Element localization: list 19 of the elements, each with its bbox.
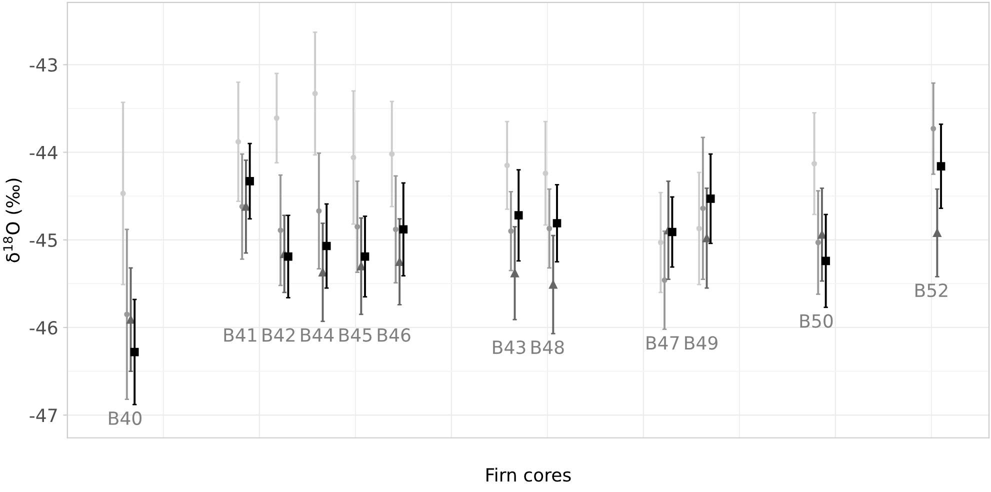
annotation: B43 (493, 340, 526, 354)
annotation: B44 (301, 328, 334, 342)
annotation: B46 (378, 328, 410, 342)
x-axis-title: Firn cores (486, 468, 571, 482)
annotation: B48 (531, 340, 564, 354)
annotation: B47 (646, 336, 679, 350)
y-tick-label: -46 (30, 320, 58, 335)
y-tick-label: -43 (30, 58, 57, 72)
y-tick-label: -45 (30, 234, 57, 247)
annotation: B52 (916, 284, 948, 298)
annotation: B41 (224, 328, 256, 342)
annotation: B49 (685, 336, 718, 350)
y-tick-label: -47 (30, 408, 57, 422)
y-tick-label: -44 (30, 146, 58, 160)
y-axis-title: δ$^{18}$O (‰) (3, 178, 22, 262)
annotation: B45 (339, 328, 372, 342)
annotation: B40 (109, 411, 142, 426)
annotation: B42 (262, 328, 294, 342)
annotation: B50 (800, 314, 833, 328)
